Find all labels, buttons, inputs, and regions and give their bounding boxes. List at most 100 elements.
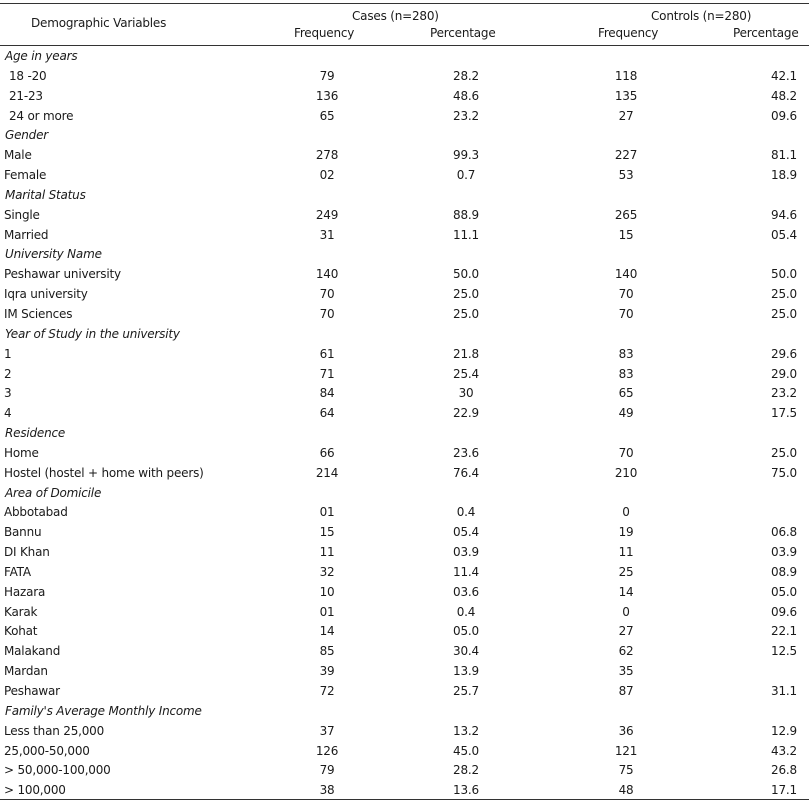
row-label: Less than 25,000 [4,723,105,738]
section-label: Age in years [5,49,78,63]
row-label: Kohat [4,624,38,639]
header-controls-frequency: Frequency [598,26,659,40]
section-row: Marital Status [0,185,809,205]
cases-percentage: 13.9 [453,664,479,679]
controls-percentage: 22.1 [771,624,797,639]
cases-percentage: 50.0 [453,267,479,282]
controls-frequency: 70 [618,287,634,302]
cases-percentage: 88.9 [453,207,479,222]
row-label: Iqra university [4,287,88,302]
controls-percentage: 05.4 [771,227,797,242]
cases-frequency: 14 [319,624,335,639]
cases-percentage: 30 [458,386,474,401]
table-row: Female 02 0.7 53 18.9 [0,165,809,185]
cases-frequency: 136 [315,88,339,103]
row-label: 2 [4,366,12,381]
controls-frequency: 140 [614,267,638,282]
controls-percentage: 29.6 [771,346,797,361]
controls-percentage: 25.0 [771,445,797,460]
section-row: Age in years [0,46,809,66]
cases-percentage: 05.0 [453,624,479,639]
controls-frequency: 62 [618,644,634,659]
cases-percentage: 25.0 [453,287,479,302]
row-label: Home [4,445,39,460]
row-label: FATA [4,564,31,579]
cases-frequency: 39 [319,664,335,679]
row-label: 1 [4,346,12,361]
controls-frequency: 25 [618,564,634,579]
row-label: Male [4,148,32,163]
controls-frequency: 227 [614,148,638,163]
controls-frequency: 15 [618,227,634,242]
table-row: Iqra university 70 25.0 70 25.0 [0,284,809,304]
header-cases: Cases (n=280) [352,9,439,23]
cases-frequency: 31 [319,227,335,242]
cases-frequency: 38 [319,783,335,798]
controls-frequency: 118 [614,68,638,83]
controls-percentage: 43.2 [771,743,797,758]
controls-frequency: 11 [618,545,634,560]
controls-frequency: 210 [614,465,638,480]
table-row: > 100,000 38 13.6 48 17.1 [0,780,809,800]
section-row: University Name [0,244,809,264]
cases-frequency: 65 [319,108,335,123]
controls-percentage: 26.8 [771,763,797,778]
controls-percentage: 12.5 [771,644,797,659]
table-row: Single 249 88.9 265 94.6 [0,205,809,225]
cases-frequency: 79 [319,68,335,83]
cases-percentage: 48.6 [453,88,479,103]
controls-percentage: 25.0 [771,306,797,321]
cases-percentage: 28.2 [453,763,479,778]
table-row: > 50,000-100,000 79 28.2 75 26.8 [0,760,809,780]
controls-frequency: 135 [614,88,638,103]
controls-frequency: 27 [618,108,634,123]
section-label: Area of Domicile [5,485,102,500]
cases-frequency: 85 [319,644,335,659]
controls-frequency: 87 [618,684,634,698]
section-row: Year of Study in the university [0,324,809,344]
controls-frequency: 19 [618,525,634,540]
cases-frequency: 84 [319,386,335,401]
table-row: Hostel (hostel + home with peers) 214 76.4… [0,463,809,483]
controls-frequency: 0 [622,505,630,520]
cases-percentage: 23.2 [453,108,479,123]
cases-frequency: 79 [319,763,335,778]
row-label: Peshawar [4,684,60,698]
row-label: Hazara [4,584,46,599]
cases-frequency: 72 [319,684,335,698]
controls-percentage: 05.0 [771,584,797,599]
cases-frequency: 64 [319,406,335,421]
row-label: Karak [4,604,38,619]
header-bottom-rule [0,45,809,46]
controls-percentage: 42.1 [771,68,797,83]
table-row: 2 71 25.4 83 29.0 [0,364,809,384]
controls-percentage: 94.6 [771,207,797,222]
cases-percentage: 03.6 [453,584,479,599]
cases-frequency: 01 [319,505,335,520]
cases-percentage: 22.9 [453,406,479,421]
controls-frequency: 0 [622,604,630,619]
section-label: Family's Average Monthly Income [5,703,202,718]
cases-percentage: 28.2 [453,68,479,83]
cases-frequency: 02 [319,168,335,183]
cases-frequency: 37 [319,723,335,738]
table-row: 4 64 22.9 49 17.5 [0,403,809,423]
row-label: Single [4,207,40,222]
cases-percentage: 76.4 [453,465,479,480]
table-bottom-rule [0,799,809,800]
cases-frequency: 249 [315,207,339,222]
table-row: 25,000-50,000 126 45.0 121 43.2 [0,741,809,761]
header-cases-percentage: Percentage [430,26,496,40]
controls-frequency: 70 [618,306,634,321]
table-row: Mardan 39 13.9 35 [0,661,809,681]
controls-percentage: 81.1 [771,148,797,163]
row-label: Female [4,168,47,183]
table-top-rule [0,3,809,4]
controls-percentage: 31.1 [771,684,797,698]
cases-percentage: 45.0 [453,743,479,758]
cases-frequency: 71 [319,366,335,381]
controls-percentage: 29.0 [771,366,797,381]
cases-percentage: 13.2 [453,723,479,738]
section-label: Residence [5,426,66,441]
cases-frequency: 10 [319,584,335,599]
